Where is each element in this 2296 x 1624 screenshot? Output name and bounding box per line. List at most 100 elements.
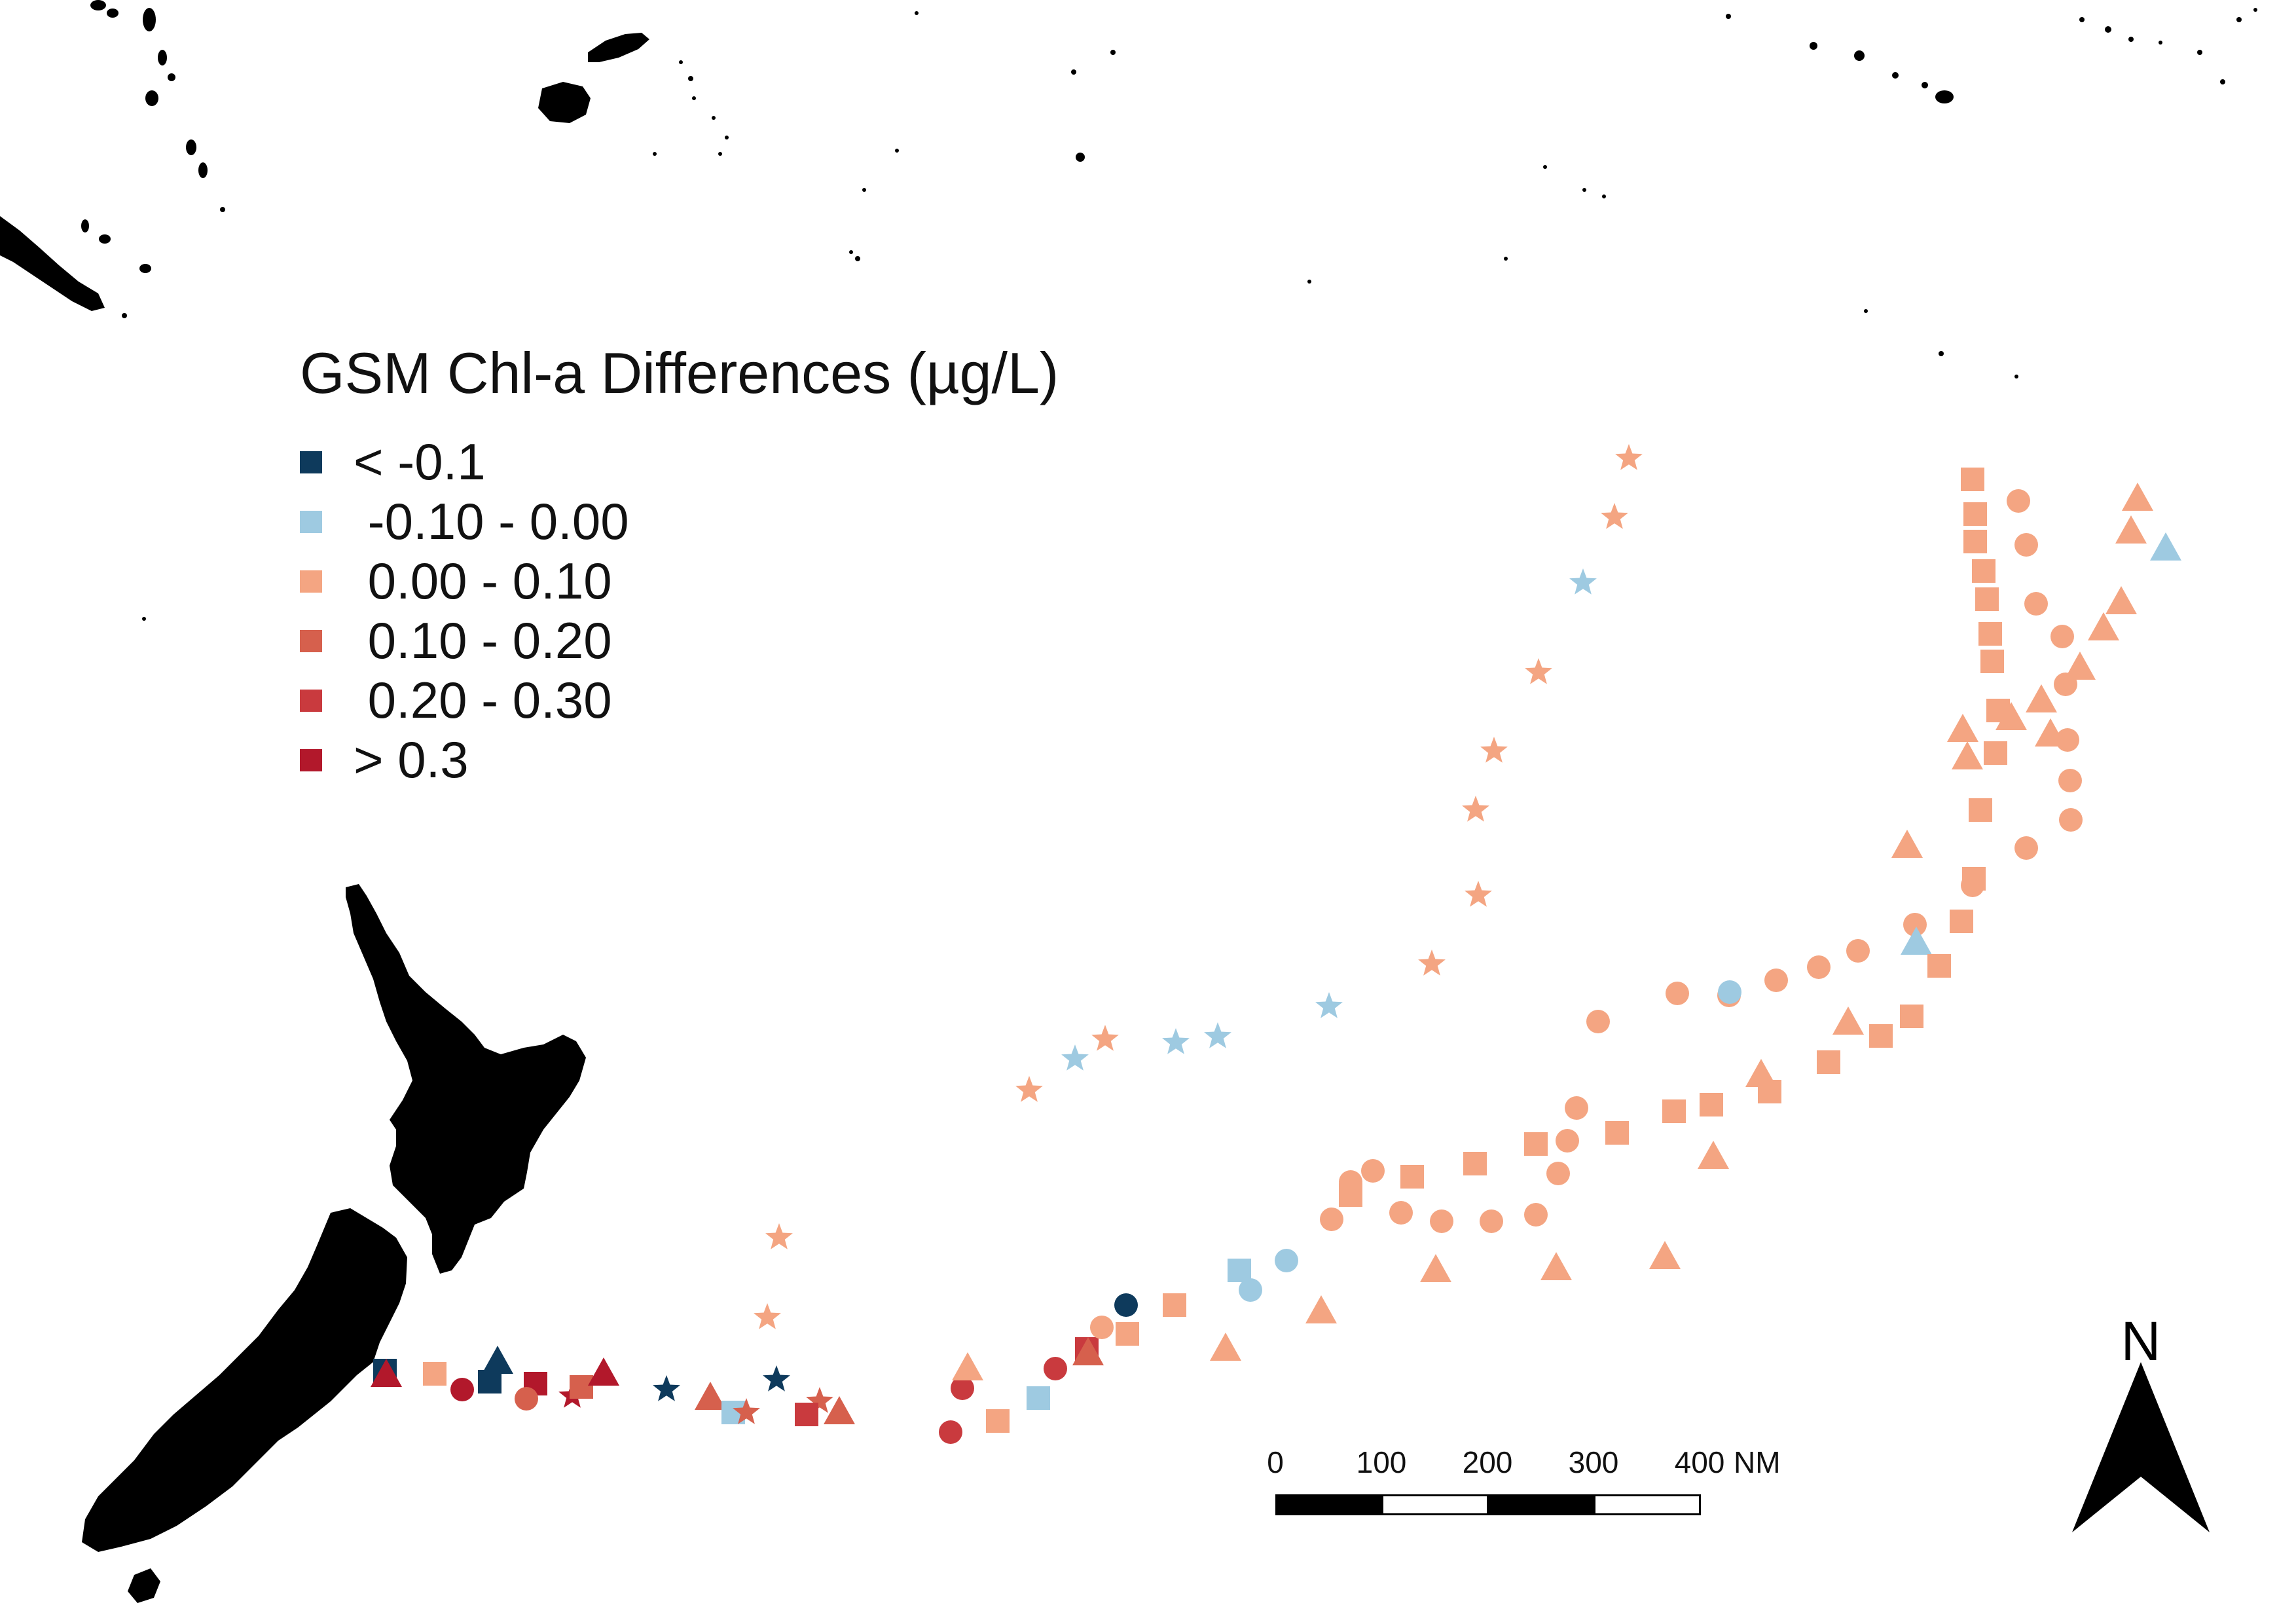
marker-circle: [1565, 1096, 1588, 1120]
marker-circle: [450, 1378, 474, 1401]
scale-segment-black: [1487, 1494, 1595, 1515]
marker-circle: [1339, 1170, 1362, 1194]
marker-triangle: [2115, 515, 2147, 544]
marker-triangle: [2088, 612, 2119, 640]
legend-label: < -0.1: [354, 433, 486, 490]
north-label: N: [2121, 1310, 2161, 1372]
scale-segment-white: [1381, 1494, 1489, 1515]
marker-circle: [1586, 1010, 1610, 1033]
legend-label: > 0.3: [354, 731, 469, 788]
fiji-viti-levu: [538, 82, 591, 123]
marker-circle: [1556, 1129, 1579, 1153]
marker-star: [653, 1375, 680, 1401]
legend-item-000-010: 0.00 - 0.10: [300, 551, 1059, 611]
marker-circle: [2059, 808, 2083, 832]
legend-swatch: [300, 629, 322, 652]
north-arrow: N: [2062, 1310, 2219, 1552]
marker-circle: [1239, 1278, 1262, 1302]
marker-triangle: [695, 1382, 726, 1410]
marker-square: [1975, 587, 1999, 611]
marker-circle: [2007, 489, 2030, 513]
marker-square: [1869, 1024, 1893, 1048]
marker-triangle: [2122, 483, 2153, 511]
marker-triangle: [2150, 532, 2181, 561]
vanuatu-islands: [90, 0, 225, 212]
marker-circle: [1114, 1293, 1138, 1317]
marker-circle: [1666, 982, 1689, 1005]
marker-triangle: [2105, 586, 2137, 614]
marker-triangle: [588, 1357, 619, 1386]
legend-item-gt-03: > 0.3: [300, 730, 1059, 790]
marker-star: [1204, 1022, 1231, 1048]
legend-item-lt-neg01: < -0.1: [300, 432, 1059, 492]
marker-star: [1569, 568, 1597, 595]
marker-star: [763, 1365, 790, 1392]
scale-tick-300: 300: [1568, 1445, 1619, 1479]
legend-swatch: [300, 748, 322, 771]
marker-square: [1524, 1132, 1548, 1156]
marker-star: [1162, 1028, 1190, 1054]
marker-circle: [2014, 836, 2038, 860]
marker-square: [1978, 622, 2002, 646]
marker-square: [1963, 530, 1987, 553]
marker-square: [986, 1409, 1010, 1433]
marker-square: [1984, 741, 2007, 765]
legend-title: GSM Chl-a Differences (µg/L): [300, 341, 1059, 405]
marker-triangle: [1995, 702, 2027, 730]
legend-label: -0.10 - 0.00: [354, 492, 629, 550]
marker-circle: [951, 1376, 974, 1400]
marker-triangle: [952, 1352, 983, 1380]
marker-star: [733, 1398, 760, 1424]
marker-circle: [1389, 1201, 1413, 1225]
marker-square: [423, 1362, 446, 1386]
marker-triangle: [2064, 652, 2096, 680]
legend: GSM Chl-a Differences (µg/L) < -0.1 -0.1…: [300, 341, 1059, 790]
marker-circle: [2024, 592, 2048, 616]
marker-triangle: [1305, 1295, 1337, 1323]
scale-tick-0: 0: [1267, 1445, 1284, 1479]
marker-square: [1927, 954, 1951, 978]
marker-square: [1900, 1005, 1923, 1028]
marker-square: [795, 1403, 818, 1426]
marker-star: [765, 1223, 793, 1249]
marker-square: [1980, 650, 2004, 673]
marker-square: [1027, 1386, 1050, 1410]
marker-square: [1463, 1152, 1487, 1175]
marker-star: [754, 1303, 781, 1329]
marker-circle: [1903, 913, 1927, 936]
legend-swatch: [300, 451, 322, 473]
marker-star: [1015, 1076, 1043, 1102]
scale-tick-200: 200: [1462, 1445, 1513, 1479]
marker-square: [478, 1370, 501, 1393]
marker-triangle: [371, 1359, 402, 1387]
marker-square: [1950, 910, 1973, 933]
scale-bar: 0 100 200 300 400 NM: [1264, 1444, 1781, 1529]
legend-label: 0.20 - 0.30: [354, 671, 612, 729]
marker-square: [1758, 1080, 1781, 1103]
scale-unit: NM: [1734, 1445, 1781, 1479]
marker-circle: [1320, 1208, 1343, 1231]
marker-square: [1961, 468, 1984, 491]
marker-circle: [1275, 1249, 1298, 1272]
marker-circle: [1764, 969, 1788, 992]
marker-triangle: [1649, 1241, 1681, 1269]
legend-label: 0.10 - 0.20: [354, 612, 612, 669]
land-layer: [0, 0, 2257, 1603]
marker-circle: [1044, 1357, 1067, 1380]
marker-circle: [1807, 955, 1831, 979]
marker-square: [1662, 1099, 1686, 1123]
marker-square: [1116, 1322, 1139, 1346]
marker-square: [1972, 559, 1995, 583]
south-island: [82, 1208, 407, 1552]
marker-triangle: [1698, 1141, 1729, 1169]
marker-circle: [1546, 1162, 1570, 1185]
north-island: [346, 884, 586, 1274]
marker-triangle: [1420, 1254, 1451, 1282]
marker-star: [1462, 796, 1489, 822]
marker-star: [1418, 950, 1446, 976]
marker-square: [1228, 1259, 1251, 1282]
marker-circle: [515, 1387, 538, 1411]
scale-tick-400: 400: [1674, 1445, 1725, 1479]
marker-circle: [2058, 769, 2082, 792]
